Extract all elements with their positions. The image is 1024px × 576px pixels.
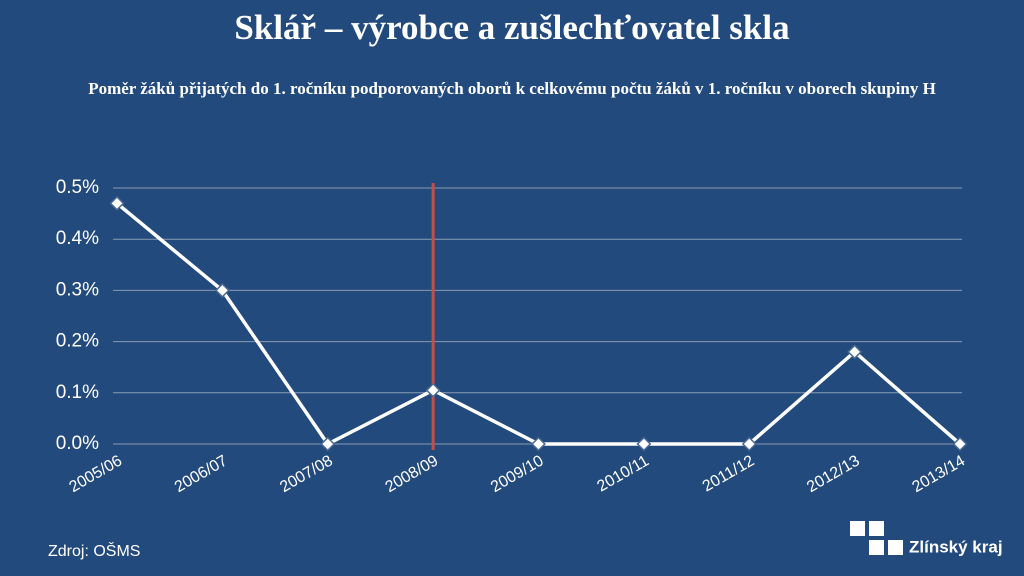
x-tick-label: 2013/14 bbox=[910, 452, 969, 496]
data-point bbox=[636, 436, 652, 452]
logo-text: Zlínský kraj bbox=[909, 537, 1003, 556]
y-tick-label: 0.3% bbox=[56, 279, 99, 300]
y-tick-label: 0.5% bbox=[56, 177, 99, 198]
x-tick-label: 2009/10 bbox=[488, 452, 547, 496]
y-tick-label: 0.0% bbox=[56, 433, 99, 454]
subtitle: Poměr žáků přijatých do 1. ročníku podpo… bbox=[88, 79, 936, 98]
data-point bbox=[425, 382, 441, 398]
y-tick-label: 0.1% bbox=[56, 382, 99, 403]
logo-icon bbox=[850, 521, 903, 555]
x-tick-label: 2007/08 bbox=[277, 452, 336, 496]
y-tick-label: 0.2% bbox=[56, 331, 99, 352]
data-point bbox=[531, 436, 546, 452]
x-tick-label: 2012/13 bbox=[804, 452, 863, 496]
y-tick-label: 0.4% bbox=[56, 228, 99, 249]
x-tick-label: 2010/11 bbox=[594, 452, 652, 495]
x-tick-label: 2005/06 bbox=[67, 452, 126, 496]
title: Sklář – výrobce a zušlechťovatel skla bbox=[234, 8, 790, 47]
data-point bbox=[952, 436, 968, 452]
x-tick-label: 2006/07 bbox=[172, 452, 231, 496]
data-point bbox=[847, 344, 863, 360]
x-tick-label: 2008/09 bbox=[383, 452, 442, 496]
data-point bbox=[320, 436, 336, 452]
data-point bbox=[109, 195, 125, 211]
data-point bbox=[741, 436, 757, 452]
data-point bbox=[214, 282, 230, 298]
x-tick-label: 2011/12 bbox=[700, 452, 758, 495]
source: Zdroj: OŠMS bbox=[48, 541, 140, 560]
